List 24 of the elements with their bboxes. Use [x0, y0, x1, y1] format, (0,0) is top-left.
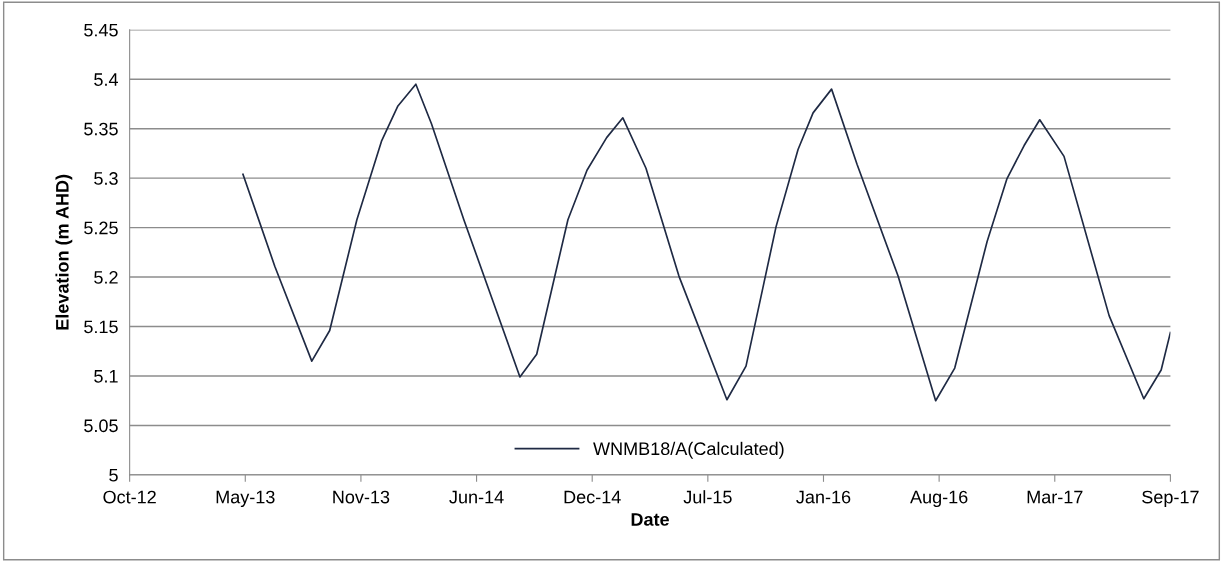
y-tick-label: 5.45 [84, 23, 118, 37]
x-tick-label: Aug-16 [910, 490, 968, 507]
x-axis-title: Date [631, 513, 669, 526]
x-tick-label: Mar-17 [1027, 490, 1083, 504]
line-series [242, 83, 1171, 402]
y-tick-label: 5.3 [94, 172, 118, 185]
x-tick-label: Oct-12 [103, 490, 156, 504]
x-tick-label: May-13 [216, 490, 275, 507]
x-tick-label: Nov-13 [333, 490, 390, 504]
y-tick-label: 5.4 [94, 73, 118, 86]
x-tick-label: Jun-14 [449, 490, 504, 504]
x-tick-label: Sep-17 [1142, 490, 1199, 507]
y-tick-label: 5 [109, 469, 118, 482]
x-tick-label: Jul-15 [683, 490, 732, 504]
x-tick-label: Jan-16 [796, 490, 851, 504]
y-axis-title: Elevation (m AHD) [55, 174, 73, 330]
y-tick-label: 5.25 [84, 221, 118, 235]
x-tick-label: Dec-14 [564, 490, 621, 504]
legend-label: WNMB18/A(Calculated) [593, 441, 784, 459]
y-tick-label: 5.35 [84, 122, 118, 136]
y-tick-label: 5.2 [94, 271, 118, 284]
y-tick-label: 5.05 [84, 419, 118, 433]
y-tick-label: 5.1 [94, 370, 118, 383]
y-tick-label: 5.15 [84, 320, 118, 334]
